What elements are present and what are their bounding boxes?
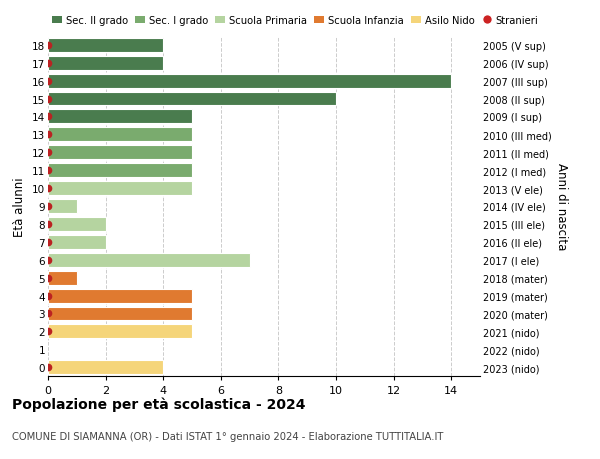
Bar [48, 39, 163, 53]
Bar [48, 218, 106, 231]
Bar [48, 253, 250, 267]
Text: Popolazione per età scolastica - 2024: Popolazione per età scolastica - 2024 [12, 397, 305, 412]
Y-axis label: Anni di nascita: Anni di nascita [555, 163, 568, 250]
Bar [48, 92, 336, 106]
Bar [48, 74, 451, 89]
Y-axis label: Età alunni: Età alunni [13, 177, 26, 236]
Legend: Sec. II grado, Sec. I grado, Scuola Primaria, Scuola Infanzia, Asilo Nido, Stran: Sec. II grado, Sec. I grado, Scuola Prim… [48, 12, 542, 30]
Text: COMUNE DI SIAMANNA (OR) - Dati ISTAT 1° gennaio 2024 - Elaborazione TUTTITALIA.I: COMUNE DI SIAMANNA (OR) - Dati ISTAT 1° … [12, 431, 443, 442]
Bar [48, 200, 77, 213]
Bar [48, 271, 77, 285]
Bar [48, 325, 192, 339]
Bar [48, 235, 106, 249]
Bar [48, 164, 192, 178]
Bar [48, 110, 192, 124]
Bar [48, 289, 192, 303]
Bar [48, 146, 192, 160]
Bar [48, 360, 163, 375]
Bar [48, 182, 192, 196]
Bar [48, 307, 192, 321]
Bar [48, 56, 163, 71]
Bar [48, 128, 192, 142]
